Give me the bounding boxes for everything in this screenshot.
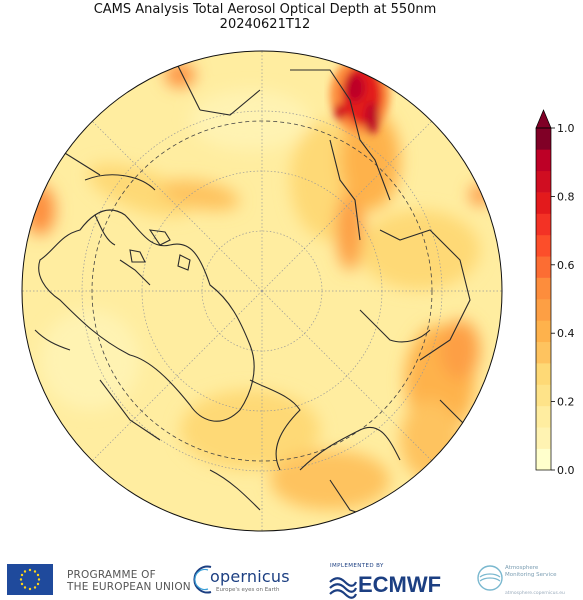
copernicus-wordmark: opernicus: [210, 567, 290, 586]
coastlines: [34, 59, 481, 521]
colorbar-tick-label: 0.0: [557, 464, 575, 477]
colorbar-band: [536, 149, 551, 172]
colorbar-band: [536, 405, 551, 428]
colorbar-band: [536, 213, 551, 236]
colorbar-tick-label: 0.6: [557, 259, 575, 272]
colorbar-band: [536, 341, 551, 364]
ecmwf-wordmark: ECMWF: [358, 572, 442, 597]
colorbar-extend-arrow: [535, 109, 552, 129]
colorbar: 0.0 0.2 0.4 0.6 0.8 1.0: [535, 109, 575, 477]
colorbar-band: [536, 192, 551, 214]
colorbar-band: [536, 277, 551, 300]
colorbar-tick-label: 0.4: [557, 327, 575, 340]
colorbar-band: [536, 170, 551, 193]
cams-line1: Atmosphere: [505, 565, 539, 571]
colorbar-tick-label: 1.0: [557, 122, 575, 135]
colorbar-band: [536, 384, 551, 407]
implemented-by-label: IMPLEMENTED BY: [330, 563, 384, 569]
colorbar-tick-label: 0.2: [557, 396, 575, 409]
eu-flag-icon: [7, 564, 53, 595]
colorbar-band: [536, 299, 551, 321]
map-date: 20240621T12: [219, 17, 311, 32]
colorbar-band: [536, 256, 551, 278]
polar-map: [21, 50, 503, 532]
colorbar-band: [536, 448, 551, 471]
colorbar-frame: [535, 127, 552, 471]
ecmwf-logo-icon: [329, 577, 358, 599]
colorbar-band: [536, 234, 551, 257]
eu-line2: THE EUROPEAN UNION: [67, 581, 191, 593]
colorbar-band: [536, 427, 551, 449]
cams-service-text: Atmosphere Monitoring Service: [505, 565, 583, 579]
arctic-circle: [91, 120, 433, 462]
colorbar-tick-label: 0.8: [557, 190, 575, 203]
colorbar-band: [536, 320, 551, 343]
graticule: [22, 51, 502, 531]
colorbar-band: [536, 363, 551, 385]
map-boundary: [21, 50, 503, 532]
eu-programme-text: PROGRAMME OF THE EUROPEAN UNION: [67, 569, 191, 593]
cams-line2: Monitoring Service: [505, 572, 557, 578]
cams-url: atmosphere.copernicus.eu: [505, 591, 565, 596]
footer-logos: PROGRAMME OF THE EUROPEAN UNION opernicu…: [0, 555, 583, 600]
copernicus-logo-icon: [193, 565, 212, 594]
colorbar-bands: [535, 109, 552, 471]
colorbar-ticks: 0.0 0.2 0.4 0.6 0.8 1.0: [551, 122, 575, 477]
eu-line1: PROGRAMME OF: [67, 569, 156, 581]
copernicus-tagline: Europe's eyes on Earth: [216, 587, 280, 593]
cams-logo-icon: [477, 565, 503, 591]
colorbar-band: [536, 128, 551, 150]
map-title: CAMS Analysis Total Aerosol Optical Dept…: [93, 2, 437, 17]
